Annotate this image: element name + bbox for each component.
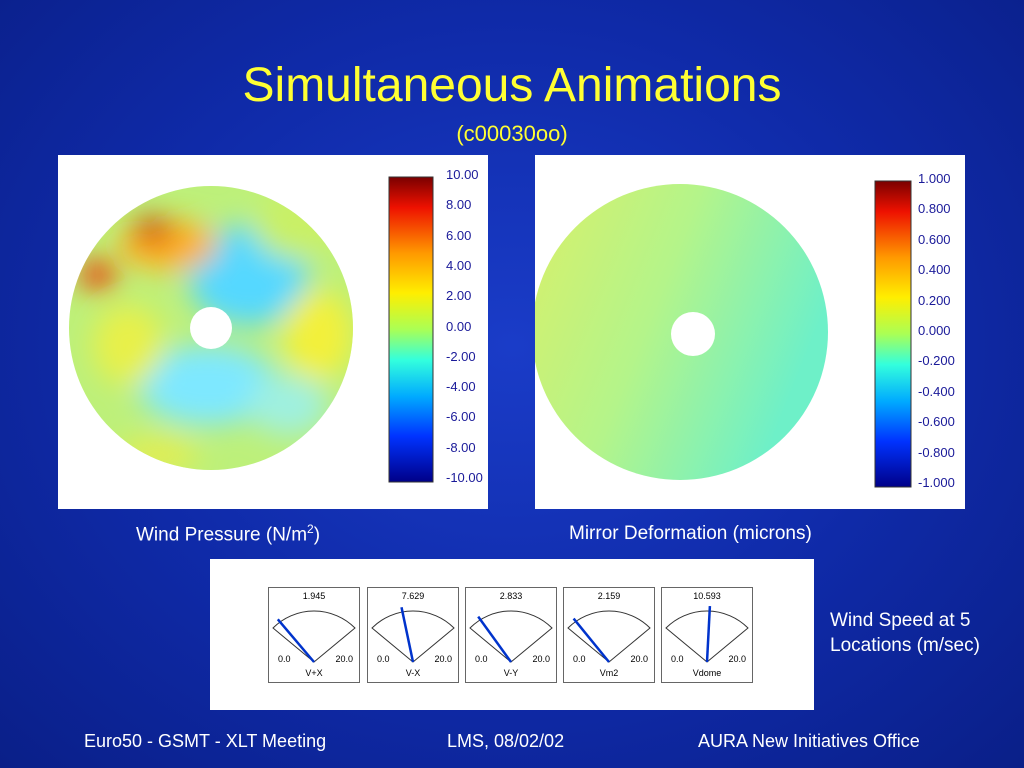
gauge-max: 20.0 — [434, 654, 452, 664]
gauge-max: 20.0 — [532, 654, 550, 664]
mirror-deformation-caption: Mirror Deformation (microns) — [569, 523, 812, 544]
colorbar-tick-label: 0.600 — [918, 231, 951, 247]
gauge-needle — [276, 618, 315, 663]
colorbar-tick-label: -10.00 — [446, 470, 483, 485]
gauge-name: Vdome — [692, 668, 722, 678]
colorbar-tick-label: 10.00 — [446, 167, 479, 182]
colorbar-tick-label: 8.00 — [446, 197, 472, 213]
colorbar-tick-label: 0.800 — [918, 201, 951, 217]
colorbar-tick-label: -4.00 — [446, 379, 476, 395]
wind-pressure-panel: 10.00 8.00 6.00 4.00 2.00 0.00 -2.00 -4.00 -6.00… — [58, 155, 488, 509]
wind-speed-gauge: 2.159 0.0 20.0 Vm2 — [563, 587, 655, 683]
colorbar-tick-label: 0.400 — [918, 262, 951, 278]
mirror-deformation-map — [535, 180, 912, 488]
colorbar-tick-label: -1.000 — [918, 475, 955, 490]
colorbar-tick-label: -0.800 — [918, 444, 955, 460]
gauge-dial — [567, 610, 651, 663]
wind-speed-gauge: 10.593 0.0 20.0 Vdome — [661, 587, 753, 683]
gauge-dial — [665, 606, 749, 663]
colorbar-tick-label: 0.00 — [446, 318, 472, 334]
colorbar-tick-label: -2.00 — [446, 348, 476, 364]
colorbar-tick-label: -0.600 — [918, 414, 955, 430]
colorbar-tick-label: 6.00 — [446, 227, 472, 243]
slide-subtitle: (c00030oo) — [456, 121, 568, 146]
footer-left: Euro50 - GSMT - XLT Meeting — [84, 731, 327, 751]
colorbar-tick-label: -6.00 — [446, 409, 476, 425]
gauge-name: V-Y — [503, 668, 519, 678]
gauge-value: 10.593 — [693, 591, 721, 601]
wind-speed-gauge: 7.629 0.0 20.0 V-X — [367, 587, 459, 683]
footer-right: AURA New Initiatives Office — [698, 731, 920, 751]
wind-speed-caption: Wind Speed at 5 Locations (m/sec) — [830, 610, 980, 656]
gauge-value: 2.159 — [597, 591, 621, 601]
gauge-name: Vm2 — [599, 668, 619, 678]
colorbar-tick-label: -0.200 — [918, 353, 955, 369]
gauge-dial — [272, 610, 356, 663]
wind-pressure-caption: Wind Pressure (N/m2) — [136, 522, 321, 546]
gauge-min: 0.0 — [278, 654, 291, 664]
gauge-needle — [572, 617, 610, 663]
gauge-min: 0.0 — [377, 654, 390, 664]
gauge-value: 1.945 — [302, 591, 326, 601]
mirror-deformation-panel: 1.000 0.800 0.600 0.400 0.200 0.000 -0.200 -0.4… — [535, 155, 965, 509]
wind-pressure-map — [69, 176, 434, 483]
colorbar-tick-label: 1.000 — [918, 171, 951, 186]
gauge-dial — [371, 606, 455, 663]
colorbar-tick-label: 4.00 — [446, 257, 472, 273]
colorbar-tick-label: 0.200 — [918, 292, 951, 308]
gauge-min: 0.0 — [573, 654, 586, 664]
gauge-name: V+X — [305, 668, 323, 678]
gauge-needle — [400, 606, 415, 663]
footer-center: LMS, 08/02/02 — [447, 731, 565, 751]
gauge-name: V-X — [405, 668, 421, 678]
gauge-min: 0.0 — [671, 654, 684, 664]
wind-speed-gauge: 2.833 0.0 20.0 V-Y — [465, 587, 557, 683]
gauge-value: 7.629 — [401, 591, 425, 601]
gauge-value: 2.833 — [499, 591, 523, 601]
colorbar-tick-label: 0.000 — [918, 323, 951, 338]
gauge-needle — [477, 615, 513, 663]
colorbar-tick-label: -0.400 — [918, 383, 955, 399]
colorbar-tick-label: 2.00 — [446, 288, 472, 304]
gauge-dial — [469, 610, 553, 663]
colorbar-tick-label: -8.00 — [446, 439, 476, 455]
gauge-max: 20.0 — [630, 654, 648, 664]
gauge-min: 0.0 — [475, 654, 488, 664]
gauge-needle — [705, 606, 712, 663]
gauge-max: 20.0 — [335, 654, 353, 664]
slide-title: Simultaneous Animations — [242, 59, 782, 112]
gauge-max: 20.0 — [728, 654, 746, 664]
wind-speed-gauge: 1.945 0.0 20.0 V+X — [268, 587, 360, 683]
